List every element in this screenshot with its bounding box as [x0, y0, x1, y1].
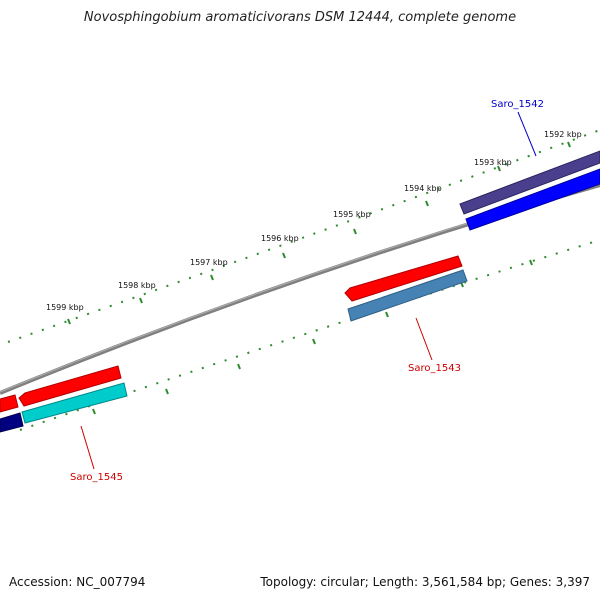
accession-text: Accession: NC_007794: [9, 575, 146, 589]
leader-line-saro-1545: [80, 425, 95, 470]
gene-red-edge[interactable]: [0, 394, 19, 413]
scale-label: 1592 kbp: [544, 130, 582, 139]
gene-saro-1543[interactable]: [344, 255, 463, 302]
gene-label-saro-1543: Saro_1543: [408, 363, 461, 374]
gene-label-saro-1545: Saro_1545: [70, 472, 123, 483]
gene-label-saro-1542: Saro_1542: [491, 99, 544, 110]
scale-label: 1594 kbp: [404, 184, 442, 193]
gene-red-left[interactable]: [18, 365, 122, 407]
leader-line-saro-1542: [517, 111, 537, 157]
scale-label: 1598 kbp: [118, 281, 156, 290]
gene-saro-1542[interactable]: [459, 150, 600, 215]
scale-label: 1596 kbp: [261, 234, 299, 243]
map-title: Novosphingobium aromaticivorans DSM 1244…: [83, 10, 517, 25]
scale-label: 1599 kbp: [46, 303, 84, 312]
scale-label: 1593 kbp: [474, 158, 512, 167]
scale-label: 1597 kbp: [190, 258, 228, 267]
major-ticks-outer: [67, 141, 571, 325]
gene-blue-forward[interactable]: [465, 168, 600, 231]
topology-text: Topology: circular; Length: 3,561,584 bp…: [260, 575, 590, 589]
gene-saro-1545[interactable]: [21, 382, 128, 424]
leader-line-saro-1543: [415, 317, 433, 361]
gene-steelblue[interactable]: [347, 269, 468, 322]
scale-label: 1595 kbp: [333, 210, 371, 219]
gene-navy-edge[interactable]: [0, 412, 24, 433]
